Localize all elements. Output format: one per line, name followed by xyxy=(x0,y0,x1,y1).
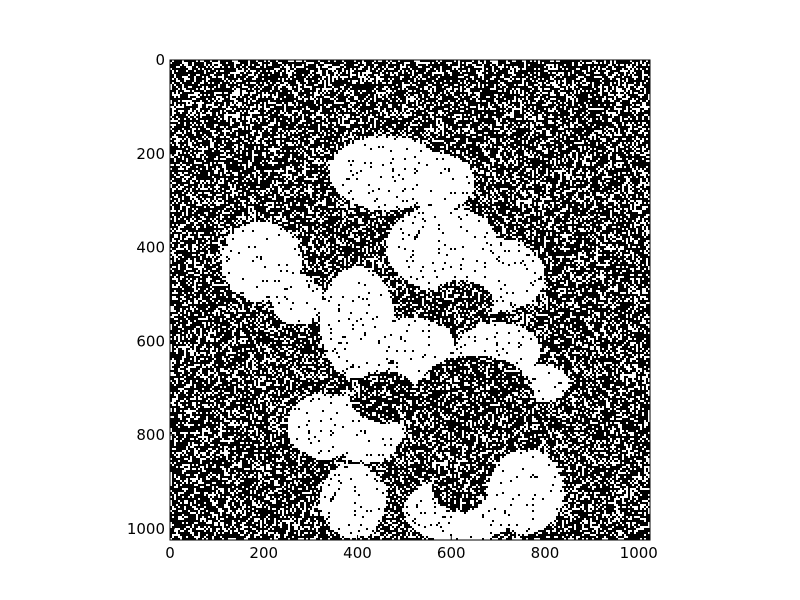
x-tick-label: 0 xyxy=(165,544,175,562)
y-tick-label: 1000 xyxy=(127,520,165,538)
y-tick-label: 600 xyxy=(136,332,165,350)
x-tick-label: 600 xyxy=(437,544,466,562)
x-axis: 0 200 400 600 800 1000 xyxy=(165,535,658,562)
y-tick-label: 800 xyxy=(136,426,165,444)
x-tick-label: 200 xyxy=(249,544,278,562)
x-tick-label: 800 xyxy=(531,544,560,562)
y-axis: 0 200 400 600 800 1000 xyxy=(127,51,175,538)
plot-frame xyxy=(169,59,651,541)
heatmap-image xyxy=(170,60,650,540)
plot-area xyxy=(169,59,651,541)
y-tick-label: 0 xyxy=(155,51,165,69)
x-tick-label: 1000 xyxy=(620,544,658,562)
x-tick-label: 400 xyxy=(343,544,372,562)
y-tick-label: 200 xyxy=(136,145,165,163)
y-tick-label: 400 xyxy=(136,239,165,257)
